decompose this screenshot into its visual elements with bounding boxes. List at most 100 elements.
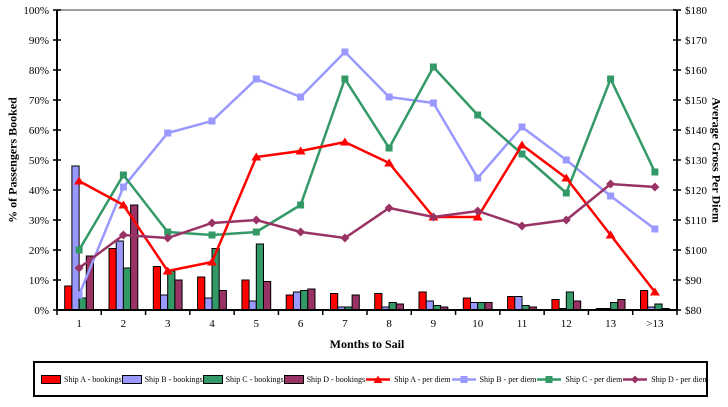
bar-ship-a-bookings-12 bbox=[551, 299, 560, 311]
x-tick-label-7: 7 bbox=[342, 318, 348, 330]
x-tick-label-13: 13 bbox=[605, 318, 617, 330]
x-tick-label-10: 10 bbox=[472, 318, 484, 330]
ship-c-per-diem-square-marker bbox=[607, 75, 615, 83]
x-tick-label-12: 12 bbox=[561, 318, 572, 330]
ship-a-per-diem-triangle-marker bbox=[74, 176, 85, 185]
legend-item-ship-a-bookings: Ship A - bookings bbox=[41, 374, 122, 384]
legend-label-ship-a-bookings: Ship A - bookings bbox=[64, 374, 122, 384]
legend-item-ship-d-per-diem: Ship D - per diem bbox=[622, 374, 709, 385]
bar-ship-a-bookings-7 bbox=[330, 293, 339, 311]
bar-ship-b-bookings-5 bbox=[248, 300, 257, 311]
line-ship-a-per-diem bbox=[78, 140, 656, 293]
bar-ship-c-bookings-6 bbox=[300, 290, 309, 311]
ship-a-per-diem-triangle-marker bbox=[207, 257, 217, 266]
legend-swatch-ship-a-bookings bbox=[41, 374, 61, 384]
right-tick-label: $140 bbox=[685, 125, 708, 137]
legend-item-ship-b-per-diem: Ship B - per diem bbox=[451, 374, 537, 385]
ship-b-per-diem-square-marker bbox=[75, 291, 83, 299]
bar-ship-d-bookings-10 bbox=[484, 302, 493, 311]
bar-ship-b-bookings-1 bbox=[71, 165, 80, 311]
right-tick-label: $160 bbox=[685, 65, 708, 77]
bar-ship-c-bookings-8 bbox=[388, 302, 397, 311]
ship-c-per-diem-square-marker bbox=[119, 171, 127, 179]
ship-a-per-diem-triangle-marker bbox=[339, 137, 350, 146]
ship-b-per-diem-square-marker bbox=[252, 75, 260, 83]
bar-ship-a-bookings-9 bbox=[418, 291, 427, 311]
ship-a-per-diem-triangle-marker bbox=[605, 230, 616, 239]
bar-ship-a-bookings-1 bbox=[64, 285, 73, 311]
x-tick-label-8: 8 bbox=[386, 318, 392, 330]
x-tick-label-2: 2 bbox=[121, 318, 127, 330]
bar-ship-c-bookings-12 bbox=[565, 291, 574, 311]
x-tick-label-4: 4 bbox=[209, 318, 215, 330]
ship-c-per-diem-square-marker bbox=[518, 150, 526, 158]
legend-label-ship-b-per-diem: Ship B - per diem bbox=[479, 374, 537, 384]
ship-d-per-diem-diamond-marker bbox=[118, 230, 128, 240]
bar-ship-b-bookings-10 bbox=[470, 302, 479, 311]
ship-a-per-diem-triangle-marker bbox=[472, 212, 483, 221]
ship-a-per-diem-triangle-marker bbox=[118, 200, 129, 209]
ship-d-per-diem-diamond-marker bbox=[163, 233, 173, 243]
bar-ship-c-bookings-10 bbox=[477, 302, 486, 311]
ship-d-per-diem-diamond-marker bbox=[473, 206, 483, 216]
right-axis-title: Average Gross Per Diem bbox=[709, 97, 724, 223]
legend-label-ship-a-per-diem: Ship A - per diem bbox=[394, 374, 451, 384]
legend-marker-ship-a-per-diem bbox=[366, 375, 391, 383]
legend-swatch-ship-c-bookings bbox=[202, 374, 223, 384]
bar-ship-a-bookings-8 bbox=[374, 293, 383, 311]
ship-a-per-diem-triangle-marker bbox=[561, 173, 572, 182]
line-ship-c-per-diem bbox=[78, 64, 657, 251]
x-tick-label-5: 5 bbox=[254, 318, 260, 330]
bar-ship-a-bookings-4 bbox=[197, 276, 206, 311]
ship-d-per-diem-diamond-marker bbox=[561, 215, 571, 225]
bar-ship-a-bookings-6 bbox=[285, 294, 294, 311]
bar-ship-a-bookings-3 bbox=[152, 266, 162, 311]
ship-c-per-diem-square-marker bbox=[208, 231, 216, 239]
legend-label-ship-d-per-diem: Ship D - per diem bbox=[651, 374, 709, 384]
ship-b-per-diem-square-marker bbox=[474, 174, 482, 182]
right-tick-label: $170 bbox=[685, 35, 708, 47]
ship-d-per-diem-diamond-marker bbox=[428, 212, 438, 222]
bar-ship-d-bookings-13 bbox=[617, 299, 626, 311]
left-tick-label: 30% bbox=[29, 215, 49, 227]
right-tick-label: $110 bbox=[685, 215, 707, 227]
ship-b-per-diem-square-marker bbox=[297, 93, 305, 101]
left-axis-title: % of Passengers Booked bbox=[5, 97, 20, 223]
ship-d-per-diem-diamond-marker bbox=[207, 218, 217, 228]
legend-label-ship-c-per-diem: Ship C - per diem bbox=[565, 374, 623, 384]
ship-c-per-diem-square-marker bbox=[429, 63, 437, 71]
bar-ship-b-bookings-6 bbox=[292, 291, 302, 311]
left-tick-label: 20% bbox=[29, 245, 49, 257]
legend-item-ship-d-bookings: Ship D - bookings bbox=[283, 374, 366, 384]
bar-ship-c-bookings-5 bbox=[255, 243, 264, 311]
bar-ship-b-bookings-2 bbox=[115, 240, 124, 311]
ship-c-per-diem-square-marker bbox=[75, 246, 83, 254]
ship-a-per-diem-triangle-marker bbox=[517, 140, 527, 149]
bar-ship-d-bookings-4 bbox=[218, 290, 227, 311]
left-tick-label: 10% bbox=[29, 275, 49, 287]
bar-ship-b-bookings-3 bbox=[160, 294, 169, 311]
ship-d-per-diem-diamond-marker bbox=[74, 263, 84, 273]
right-tick-label: $120 bbox=[685, 185, 708, 197]
x-tick-label-3: 3 bbox=[165, 318, 171, 330]
bar-ship-d-bookings-6 bbox=[307, 288, 316, 311]
bar-ship-a-bookings-11 bbox=[507, 296, 516, 311]
bar-ship-c-bookings-1 bbox=[78, 297, 87, 311]
ship-b-per-diem-square-marker bbox=[341, 48, 349, 56]
ship-a-per-diem-triangle-marker bbox=[162, 266, 173, 275]
bar-ship-a-bookings-13 bbox=[640, 290, 649, 311]
ship-d-per-diem-diamond-marker bbox=[606, 179, 616, 189]
ship-d-per-diem-diamond-marker bbox=[296, 227, 306, 237]
bar-ship-c-bookings-2 bbox=[122, 267, 132, 311]
ship-c-per-diem-square-marker bbox=[164, 228, 172, 236]
legend-label-ship-d-bookings: Ship D - bookings bbox=[306, 374, 366, 384]
legend-item-ship-a-per-diem: Ship A - per diem bbox=[365, 374, 451, 385]
ship-c-per-diem-square-marker bbox=[341, 75, 349, 83]
ship-c-per-diem-square-marker bbox=[562, 189, 570, 197]
bar-ship-c-bookings-3 bbox=[167, 270, 176, 311]
bar-ship-a-bookings-5 bbox=[241, 279, 250, 311]
line-ship-d-per-diem bbox=[78, 182, 655, 270]
ship-d-per-diem-diamond-marker bbox=[251, 215, 261, 225]
legend-label-ship-c-bookings: Ship C - bookings bbox=[225, 374, 284, 384]
